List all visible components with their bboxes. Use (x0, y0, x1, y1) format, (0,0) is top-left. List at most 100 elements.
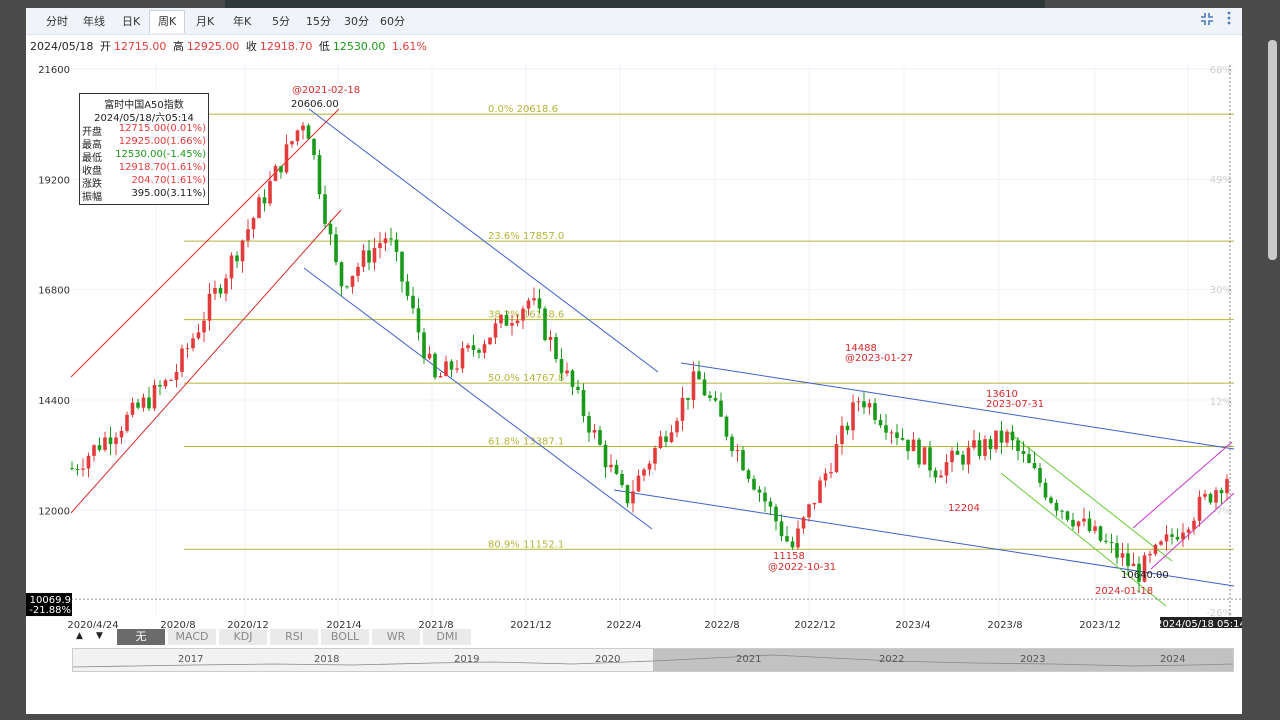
candle-body (460, 348, 465, 369)
candle-body (114, 437, 118, 445)
candle-body (829, 472, 833, 474)
candle-body (647, 463, 652, 470)
indicator-kdj[interactable]: KDJ (219, 629, 268, 645)
candle-body (906, 439, 910, 452)
fib-level-label: 80.9% 11152.1 (488, 539, 564, 550)
candle-body (708, 395, 712, 398)
candle-body (400, 251, 404, 282)
trend-channel-line (613, 489, 1235, 587)
candle-body (614, 464, 619, 474)
candle-body (526, 300, 531, 309)
indicator-macd[interactable]: MACD (168, 629, 217, 645)
x-tick-label: 2023/12 (1079, 620, 1121, 628)
candle-body (895, 432, 899, 438)
tab-15min[interactable]: 15分 (306, 15, 331, 28)
tooltip-row-label: 振幅 (82, 192, 102, 203)
candle-body (92, 445, 96, 456)
candle-body (306, 125, 311, 139)
fib-level-label: 0.0% 20618.6 (488, 104, 558, 115)
tab-year-line[interactable]: 年线 (83, 15, 105, 28)
trend-channel-line (70, 209, 342, 514)
pct-tick-label: 30% (1210, 285, 1232, 296)
candlestick-chart[interactable]: 12000 14400 16800 19200 21600 68% 49% 30% 12% -7%… (26, 8, 1242, 628)
scroll-down-arrow-icon[interactable]: ▼ (96, 631, 103, 641)
candle-body (482, 344, 487, 353)
candle-body (928, 447, 932, 471)
candle-body (1071, 519, 1075, 527)
candle-body (768, 501, 773, 507)
candle-body (367, 250, 371, 263)
tab-30min[interactable]: 30分 (344, 15, 369, 28)
tab-5min[interactable]: 5分 (272, 15, 290, 28)
indicator-dmi[interactable]: DMI (423, 629, 472, 645)
price-annotation: 11158 (773, 551, 805, 562)
candle-body (196, 332, 201, 339)
page-scrollbar[interactable] (1268, 40, 1277, 260)
candle-body (664, 436, 668, 442)
candle-body (1087, 518, 1092, 532)
candle-body (378, 243, 382, 249)
candle-body (653, 448, 657, 464)
tab-yearly-k[interactable]: 年K (233, 15, 252, 28)
price-annotation: @2023-01-27 (845, 353, 913, 364)
range-window[interactable] (653, 649, 1233, 671)
candle-body (961, 454, 965, 465)
candle-body (1137, 563, 1141, 582)
candle-body (1186, 529, 1191, 533)
fib-level-label: 38.2% 16148.6 (488, 310, 564, 321)
candle-body (988, 439, 993, 450)
candle-body (900, 437, 905, 440)
crosshair-price-box (26, 593, 72, 617)
indicator-none[interactable]: 无 (117, 629, 166, 645)
candle-body (950, 450, 954, 463)
candle-body (598, 430, 602, 445)
tooltip-row-label: 最高 (82, 140, 102, 151)
candle-body (213, 287, 217, 294)
candle-body (1098, 526, 1103, 541)
trend-channel-line (70, 108, 340, 378)
candle-body (548, 337, 553, 340)
indicator-wr[interactable]: WR (372, 629, 421, 645)
candle-body (1032, 462, 1037, 469)
price-annotation: 20606.00 (291, 99, 339, 110)
tooltip-row-label: 开盘 (82, 127, 102, 138)
candle-body (455, 368, 459, 370)
x-tick-label: 2021/12 (510, 620, 552, 628)
candle-body (581, 389, 586, 417)
scroll-up-arrow-icon[interactable]: ▲ (76, 631, 83, 641)
tab-weekly-k[interactable]: 周K (149, 10, 186, 33)
candle-body (1126, 553, 1130, 567)
candle-body (625, 485, 630, 504)
indicator-boll[interactable]: BOLL (321, 629, 370, 645)
trend-channel-line (303, 267, 653, 530)
candle-body (510, 323, 514, 326)
range-navigator[interactable]: 2017 2018 2019 2020 2021 2022 2023 2024 (72, 648, 1234, 672)
candle-body (438, 376, 443, 378)
y-tick-label: 21600 (38, 65, 70, 76)
tab-daily-k[interactable]: 日K (122, 15, 141, 28)
candle-body (1065, 511, 1070, 520)
candle-body (405, 281, 410, 296)
candle-body (807, 504, 811, 518)
candle-body (752, 478, 756, 490)
candle-body (1115, 543, 1119, 558)
info-low: 12530.00 (332, 40, 386, 53)
price-annotation: @2021-02-18 (292, 85, 360, 96)
price-annotation: 14488 (845, 343, 877, 354)
candle-body (273, 166, 278, 181)
candle-body (240, 240, 245, 262)
candle-body (620, 473, 624, 486)
chart-panel: 分时 年线 日K 周K 月K 年K 5分 15分 30分 60分 2024/05… (26, 8, 1242, 714)
collapse-arrows-icon[interactable] (1200, 12, 1214, 30)
info-open: 12715.00 (113, 40, 167, 53)
candle-body (1109, 541, 1114, 544)
vertical-dots-icon[interactable] (1226, 11, 1232, 29)
candle-body (163, 380, 168, 387)
candle-body (697, 371, 701, 380)
indicator-rsi[interactable]: RSI (270, 629, 319, 645)
tooltip-row-value: 395.00(3.11%) (131, 188, 206, 199)
tab-intraday[interactable]: 分时 (46, 15, 68, 28)
x-tick-label: 2022/12 (794, 620, 836, 628)
tab-60min[interactable]: 60分 (380, 15, 405, 28)
tab-monthly-k[interactable]: 月K (196, 15, 215, 28)
